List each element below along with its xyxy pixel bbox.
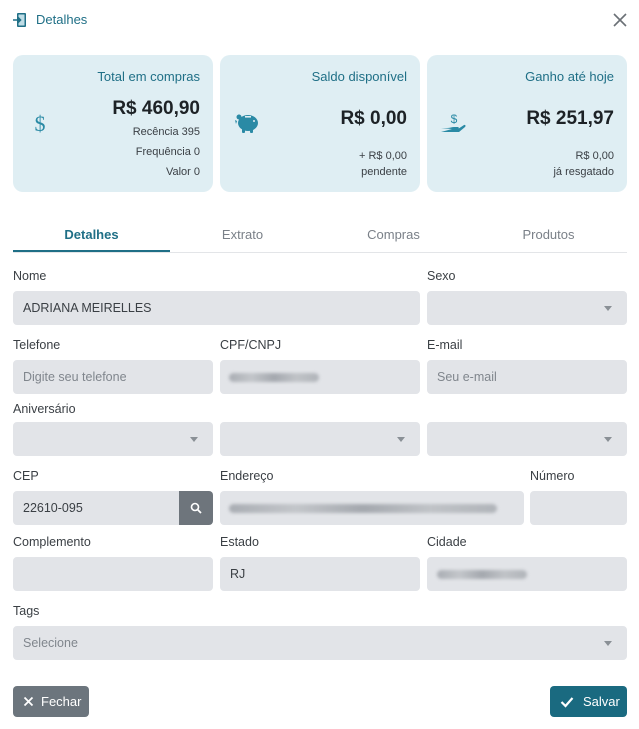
svg-text:$: $: [35, 112, 46, 136]
card-value: R$ 0,00: [340, 108, 407, 129]
modal-header: Detalhes: [0, 0, 639, 42]
endereco-label: Endereço: [220, 469, 274, 483]
redacted-value: [229, 504, 497, 513]
sexo-select[interactable]: [427, 291, 627, 325]
card-line: + R$ 0,00: [358, 150, 407, 162]
cep-search-button[interactable]: [179, 491, 213, 525]
fechar-label: Fechar: [41, 694, 82, 709]
nome-label: Nome: [13, 269, 47, 283]
card-line: já resgatado: [553, 166, 614, 178]
estado-input[interactable]: RJ: [220, 557, 420, 591]
tab-bar: Detalhes Extrato Compras Produtos: [13, 222, 627, 253]
dollar-icon: $: [35, 112, 46, 136]
modal-title: Detalhes: [36, 12, 88, 27]
estado-label: Estado: [220, 535, 259, 549]
sexo-label: Sexo: [427, 269, 456, 283]
complemento-input[interactable]: [13, 557, 213, 591]
cep-label: CEP: [13, 469, 39, 483]
card-ganho-ate-hoje: Ganho até hoje $ R$ 251,97 R$ 0,00 já re…: [427, 55, 627, 192]
piggy-bank-icon: [235, 114, 258, 133]
card-line: Valor 0: [165, 166, 200, 178]
chevron-down-icon: [190, 437, 198, 442]
card-title: Total em compras: [97, 69, 200, 84]
tab-extrato[interactable]: Extrato: [221, 227, 264, 242]
tags-select[interactable]: Selecione: [13, 626, 627, 660]
search-icon: [190, 502, 202, 514]
fechar-button[interactable]: Fechar: [13, 686, 89, 717]
tags-placeholder: Selecione: [23, 636, 78, 650]
aniversario-month-select[interactable]: [220, 422, 420, 456]
card-value: R$ 460,90: [112, 98, 200, 119]
card-line: Recência 395: [132, 126, 200, 138]
salvar-label: Salvar: [583, 694, 620, 709]
check-icon: [560, 697, 574, 708]
card-saldo-disponivel: Saldo disponível R$ 0,00 + R$ 0,00 pende…: [220, 55, 420, 192]
close-icon[interactable]: [611, 11, 629, 29]
aniversario-year-select[interactable]: [427, 422, 627, 456]
cpf-label: CPF/CNPJ: [220, 338, 282, 352]
cep-input[interactable]: 22610-095: [13, 491, 181, 525]
card-total-compras: Total em compras $ R$ 460,90 Recência 39…: [13, 55, 213, 192]
chevron-down-icon: [604, 306, 612, 311]
email-input[interactable]: Seu e-mail: [427, 360, 627, 394]
numero-input[interactable]: [530, 491, 627, 525]
cidade-input[interactable]: [427, 557, 627, 591]
redacted-value: [229, 373, 319, 382]
tab-detalhes[interactable]: Detalhes: [13, 222, 170, 252]
card-line: R$ 0,00: [575, 150, 614, 162]
aniversario-day-select[interactable]: [13, 422, 213, 456]
svg-text:$: $: [451, 112, 458, 126]
endereco-input[interactable]: [220, 491, 524, 525]
card-title: Ganho até hoje: [525, 69, 614, 84]
complemento-label: Complemento: [13, 535, 91, 549]
aniversario-label: Aniversário: [13, 402, 76, 416]
redacted-value: [437, 570, 527, 579]
close-icon: [23, 696, 34, 707]
chevron-down-icon: [397, 437, 405, 442]
email-label: E-mail: [427, 338, 463, 352]
sign-in-icon: [13, 13, 26, 27]
cidade-label: Cidade: [427, 535, 467, 549]
numero-label: Número: [530, 469, 575, 483]
card-line: pendente: [361, 166, 407, 178]
hand-money-icon: $: [441, 112, 466, 132]
chevron-down-icon: [604, 437, 612, 442]
tab-produtos[interactable]: Produtos: [522, 227, 575, 242]
telefone-input[interactable]: Digite seu telefone: [13, 360, 213, 394]
nome-input[interactable]: ADRIANA MEIRELLES: [13, 291, 420, 325]
cpf-input[interactable]: [220, 360, 420, 394]
telefone-label: Telefone: [13, 338, 61, 352]
salvar-button[interactable]: Salvar: [550, 686, 627, 717]
tab-compras[interactable]: Compras: [367, 227, 420, 242]
card-value: R$ 251,97: [526, 108, 614, 129]
tags-label: Tags: [13, 604, 40, 618]
card-line: Frequência 0: [135, 146, 200, 158]
card-title: Saldo disponível: [311, 69, 407, 84]
chevron-down-icon: [604, 641, 612, 646]
